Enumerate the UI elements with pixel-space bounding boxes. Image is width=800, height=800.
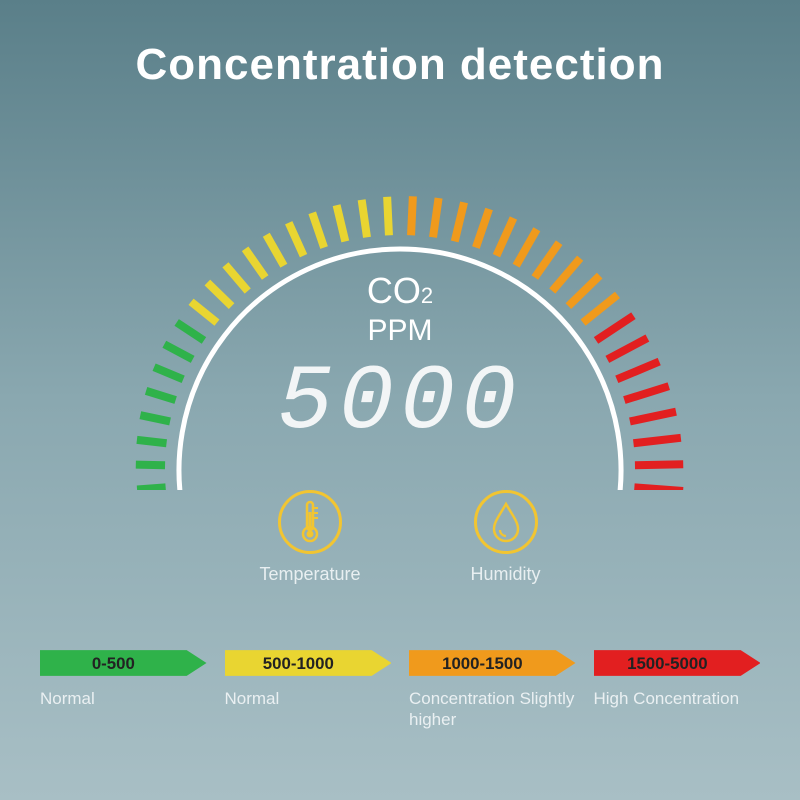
- temperature-sensor: Temperature: [259, 490, 360, 585]
- legend-desc: Normal: [225, 688, 392, 709]
- reading-value: 5000: [0, 350, 800, 455]
- humidity-label: Humidity: [471, 564, 541, 585]
- gauge-tick: [476, 209, 489, 248]
- legend-item: 1000-1500 Concentration Slightly higher: [409, 646, 576, 731]
- legend-desc: Normal: [40, 688, 207, 709]
- sensors-row: Temperature Humidity: [0, 490, 800, 585]
- temperature-label: Temperature: [259, 564, 360, 585]
- gauge-tick: [337, 205, 346, 241]
- gauge-tick: [289, 223, 304, 256]
- gas-label-sub: 2: [421, 283, 433, 308]
- legend-range: 0-500: [92, 653, 135, 672]
- thermometer-icon: [278, 490, 342, 554]
- legend-range: 1500-5000: [627, 653, 707, 672]
- legend-item: 1500-5000 High Concentration: [594, 646, 761, 731]
- gauge-tick: [136, 465, 165, 466]
- gauge-tick: [496, 218, 513, 256]
- gas-label-main: CO: [367, 270, 421, 311]
- legend-arrow: 1000-1500: [409, 646, 576, 680]
- gauge-tick: [411, 196, 413, 235]
- gauge-tick: [455, 202, 464, 241]
- page-title: Concentration detection: [0, 40, 800, 90]
- legend-item: 0-500 Normal: [40, 646, 207, 731]
- gauge-tick: [635, 464, 683, 465]
- legend-range: 1000-1500: [442, 653, 522, 672]
- gas-label: CO2: [0, 270, 800, 312]
- unit-label: PPM: [0, 314, 800, 348]
- legend-desc: Concentration Slightly higher: [409, 688, 576, 731]
- legend-arrow: 1500-5000: [594, 646, 761, 680]
- gauge-tick: [266, 235, 284, 266]
- humidity-sensor: Humidity: [471, 490, 541, 585]
- legend-arrow: 500-1000: [225, 646, 392, 680]
- gauge-tick: [362, 200, 367, 238]
- legend-range: 500-1000: [262, 653, 333, 672]
- gauge-tick: [433, 198, 439, 237]
- gauge-tick: [387, 197, 389, 235]
- droplet-icon: [474, 490, 538, 554]
- legend: 0-500 Normal 500-1000 Normal 1000-1500 Concen…: [40, 646, 760, 731]
- legend-desc: High Concentration: [594, 688, 761, 709]
- legend-item: 500-1000 Normal: [225, 646, 392, 731]
- gauge-tick: [312, 213, 324, 248]
- legend-arrow: 0-500: [40, 646, 207, 680]
- gauge-tick: [516, 229, 537, 265]
